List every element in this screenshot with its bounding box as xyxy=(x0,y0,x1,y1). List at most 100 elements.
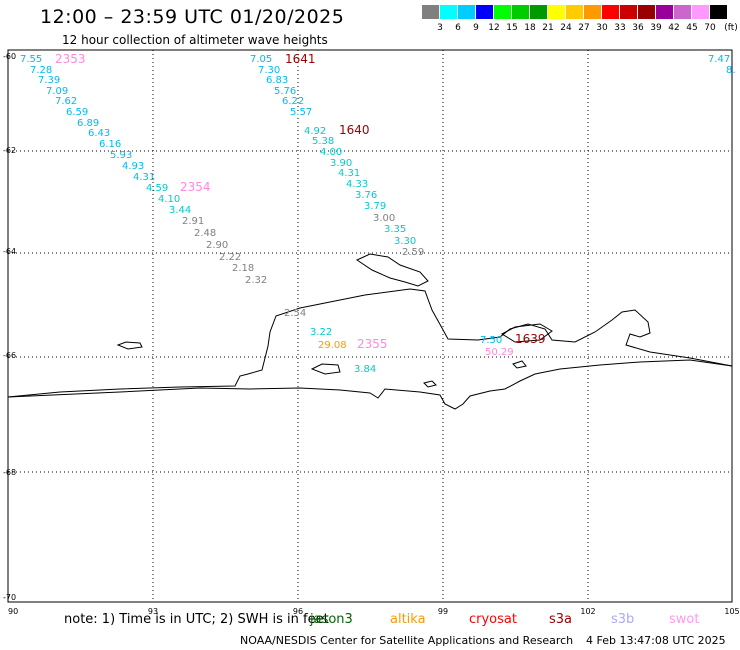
longitude-label: 105 xyxy=(724,607,739,616)
swh-value: 3.84 xyxy=(354,364,376,375)
swh-value: 4.31 xyxy=(338,168,360,179)
pass-time-label: 2355 xyxy=(357,337,388,351)
swh-value: 4.33 xyxy=(346,179,368,190)
mission-legend-item: jason3 xyxy=(310,612,353,627)
swh-value: 7.09 xyxy=(46,86,68,97)
swh-value: 4.10 xyxy=(158,194,180,205)
legend-swatch xyxy=(458,5,475,19)
mission-legend-item: s3a xyxy=(549,612,573,627)
swh-value: 29.08 xyxy=(318,340,347,351)
swh-value: 3.79 xyxy=(364,201,386,212)
pass-time-label: 2354 xyxy=(180,180,211,194)
longitude-label: 93 xyxy=(148,607,158,616)
swh-value: 6.16 xyxy=(99,139,121,150)
legend-swatch xyxy=(602,5,619,19)
chart-title: 12:00 – 23:59 UTC 01/20/2025 xyxy=(40,6,345,28)
swh-value: 5.76 xyxy=(274,86,296,97)
swh-value: 6.83 xyxy=(266,75,288,86)
swh-value: 5.93 xyxy=(110,150,132,161)
mission-legend-item: swot xyxy=(669,612,700,627)
legend-swatch xyxy=(476,5,493,19)
legend-label: 70 xyxy=(704,23,716,33)
island-outline xyxy=(355,253,429,287)
swh-value: 2.54 xyxy=(284,308,306,319)
swh-value: 4.00 xyxy=(320,147,342,158)
legend-label: 42 xyxy=(668,23,680,33)
swh-value: 5.38 xyxy=(312,136,334,147)
legend-swatch xyxy=(620,5,637,19)
swh-value: 3.00 xyxy=(373,213,395,224)
swh-value: 2.48 xyxy=(194,228,216,239)
longitude-label: 90 xyxy=(8,607,18,616)
legend-label: 15 xyxy=(506,23,518,33)
legend-swatch xyxy=(692,5,709,19)
island-outline xyxy=(116,341,143,350)
swh-value: 4.59 xyxy=(146,183,168,194)
mission-legend-item: altika xyxy=(390,612,426,627)
pass-time-label: 1640 xyxy=(339,123,370,137)
swh-value: 7.30 xyxy=(258,65,280,76)
swh-value: 6.43 xyxy=(88,128,110,139)
swh-value: 7.47 xyxy=(708,54,730,65)
pass-time-label: 1639 xyxy=(515,332,546,346)
latitude-label: -64 xyxy=(3,247,16,256)
swh-value: 4.92 xyxy=(304,126,326,137)
swh-value: 2.91 xyxy=(182,216,204,227)
island-outline xyxy=(310,363,341,375)
legend-label: 21 xyxy=(542,23,554,33)
legend-label: 6 xyxy=(455,23,461,33)
swh-value: 6.22 xyxy=(282,96,304,107)
swh-value: 7.50 xyxy=(480,335,502,346)
longitude-label: 96 xyxy=(293,607,303,616)
swh-value: 3.44 xyxy=(169,205,191,216)
legend-swatch xyxy=(512,5,529,19)
coastline-inner xyxy=(7,359,733,410)
latitude-label: -68 xyxy=(3,468,16,477)
swh-value: 6.89 xyxy=(77,118,99,129)
pass-time-label: 2353 xyxy=(55,52,86,66)
legend-swatch xyxy=(656,5,673,19)
swh-value: 4.93 xyxy=(122,161,144,172)
legend-swatch xyxy=(440,5,457,19)
swh-value: 7.62 xyxy=(55,96,77,107)
map-frame xyxy=(7,49,733,603)
legend-label: 24 xyxy=(560,23,572,33)
legend-swatch xyxy=(530,5,547,19)
swh-value: 4.31 xyxy=(133,172,155,183)
swh-value: 2.22 xyxy=(219,252,241,263)
latitude-label: -60 xyxy=(3,52,16,61)
legend-swatch xyxy=(584,5,601,19)
legend-swatch xyxy=(422,5,439,19)
legend-swatch xyxy=(548,5,565,19)
legend-label: 33 xyxy=(614,23,626,33)
mission-legend-item: s3b xyxy=(611,612,635,627)
swh-value: 5.57 xyxy=(290,107,312,118)
swh-value: 3.22 xyxy=(310,327,332,338)
pass-time-label: 1641 xyxy=(285,52,316,66)
legend-label: 18 xyxy=(524,23,536,33)
swh-value: 50.29 xyxy=(485,347,514,358)
latitude-label: -66 xyxy=(3,351,16,360)
legend-label: 9 xyxy=(473,23,479,33)
swh-value: 3.76 xyxy=(355,190,377,201)
latitude-label: -62 xyxy=(3,146,16,155)
legend-swatch xyxy=(566,5,583,19)
legend-swatch xyxy=(494,5,511,19)
antarctic-coastline xyxy=(7,288,733,398)
swh-value: 3.90 xyxy=(330,158,352,169)
legend-swatch xyxy=(710,5,727,19)
swh-value: 7.39 xyxy=(38,75,60,86)
swh-value: 2.90 xyxy=(206,240,228,251)
swh-value: 7.55 xyxy=(20,54,42,65)
latitude-label: -70 xyxy=(3,593,16,602)
swh-value: 2.59 xyxy=(402,247,424,258)
footer-credit: NOAA/NESDIS Center for Satellite Applica… xyxy=(240,634,574,647)
island-outline xyxy=(512,360,527,369)
swh-value: 6.59 xyxy=(66,107,88,118)
legend-label: 45 xyxy=(686,23,698,33)
island-outline xyxy=(500,323,553,343)
swh-value: 2.32 xyxy=(245,275,267,286)
swh-value: 8. xyxy=(726,65,736,76)
legend-label: 3 xyxy=(437,23,443,33)
